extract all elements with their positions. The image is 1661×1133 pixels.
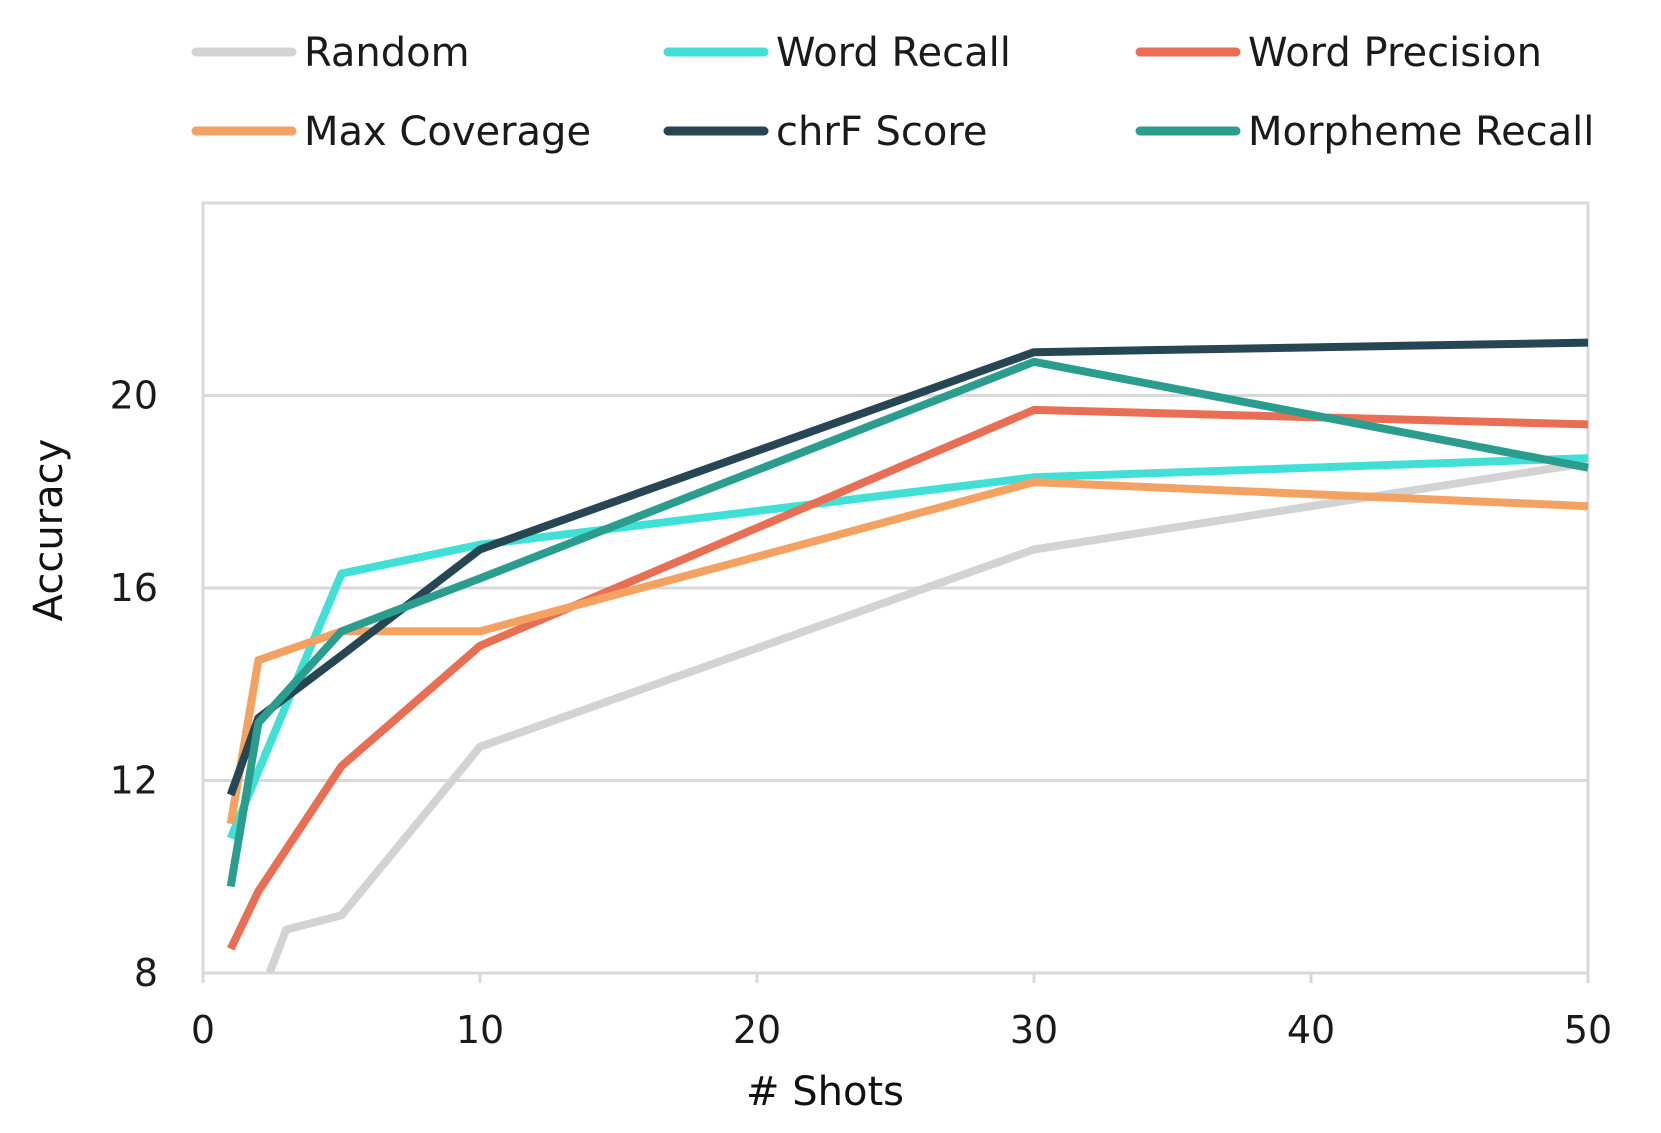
x-axis-ticks: 0 10 20 30 40 50 <box>191 973 1612 1052</box>
x-axis-title: # Shots <box>746 1069 904 1115</box>
legend-label-morpheme-recall: Morpheme Recall <box>1248 109 1594 155</box>
legend-label-random: Random <box>304 30 470 76</box>
series-line-morpheme-recall <box>226 357 1589 888</box>
y-tick-label-12: 12 <box>110 759 158 803</box>
legend: Random Word Recall Word Precision Max Cover… <box>191 30 1594 155</box>
plot-frame <box>201 201 1590 975</box>
x-tick-label-40: 40 <box>1287 1008 1335 1052</box>
legend-label-word-recall: Word Recall <box>776 30 1011 76</box>
series-line-random <box>265 458 1589 973</box>
y-tick-label-20: 20 <box>110 374 158 418</box>
x-tick-label-20: 20 <box>733 1008 781 1052</box>
series-layer <box>226 338 1589 973</box>
legend-label-word-precision: Word Precision <box>1248 30 1542 76</box>
y-axis-ticks: 8 12 16 20 <box>110 374 158 996</box>
x-tick-label-10: 10 <box>456 1008 504 1052</box>
x-tick-label-50: 50 <box>1564 1008 1612 1052</box>
y-tick-label-16: 16 <box>110 566 158 610</box>
y-axis-title: Accuracy <box>26 439 72 622</box>
series-line-max-coverage <box>226 478 1589 825</box>
x-tick-label-30: 30 <box>1010 1008 1058 1052</box>
series-line-word-recall <box>227 454 1589 840</box>
x-tick-label-0: 0 <box>191 1008 215 1052</box>
legend-label-chrf-score: chrF Score <box>776 109 988 155</box>
y-tick-label-8: 8 <box>134 951 158 995</box>
series-line-word-precision <box>227 405 1589 951</box>
legend-label-max-coverage: Max Coverage <box>304 109 591 155</box>
grid-lines <box>203 394 1588 782</box>
